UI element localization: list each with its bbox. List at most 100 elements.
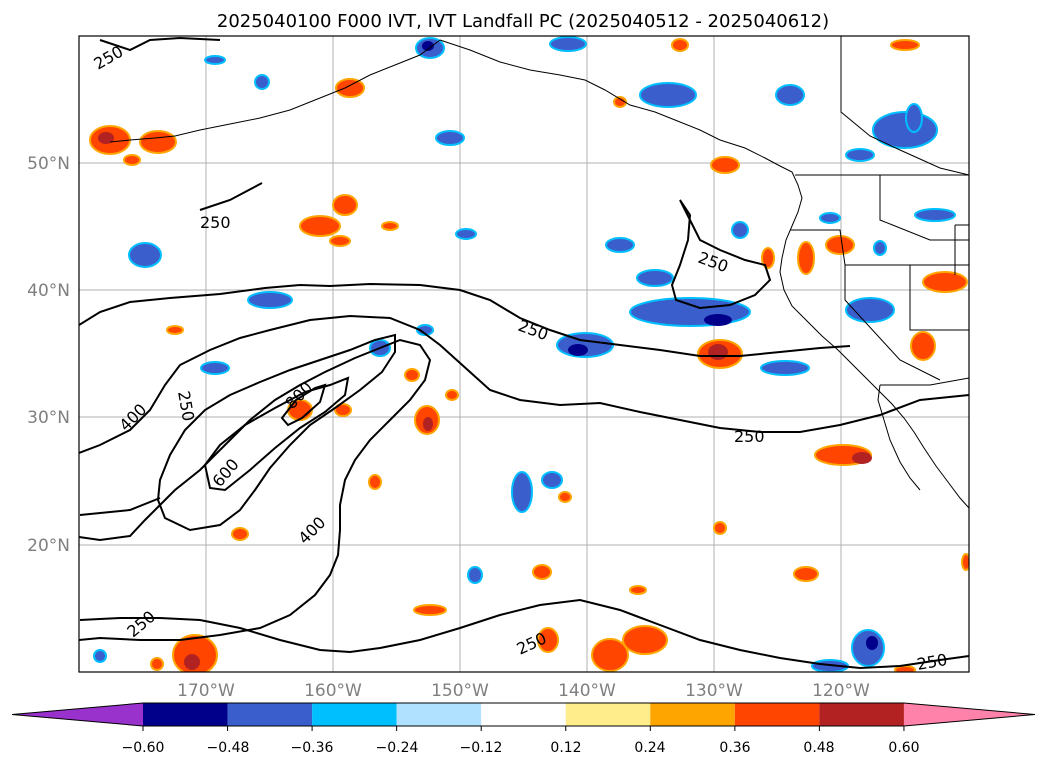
patch-positive-core (708, 344, 728, 360)
patch-negative (775, 84, 805, 106)
patch-positive (825, 235, 855, 255)
colorbar-tick-label: 0.48 (803, 740, 834, 756)
contour-label-250: 250 (734, 427, 765, 446)
patch-positive (890, 39, 920, 51)
contour-line-800 (280, 383, 327, 427)
colorbar-segment (227, 703, 313, 726)
colorbar-segment (650, 703, 735, 726)
colorbar-segment (734, 703, 820, 726)
ivt-contours (79, 36, 969, 670)
patch-negative (845, 297, 895, 323)
lon-label: 130°W (685, 681, 743, 701)
lon-labels: 170°W 160°W 150°W 140°W 130°W 120°W (177, 681, 870, 701)
north-america-coast (439, 39, 969, 509)
patch-positive (334, 403, 352, 417)
patch-negative (93, 649, 107, 663)
patch-positive (613, 96, 627, 108)
patch-positive-core (98, 132, 114, 144)
aleutians (109, 39, 441, 143)
contour-line-250-loop-east (670, 199, 772, 310)
patch-positive (404, 368, 420, 382)
lat-labels: 50°N 40°N 30°N 20°N (27, 154, 70, 556)
baja-peninsula (877, 384, 921, 491)
contour-line-250-north-edge (99, 36, 221, 52)
patch-positive-core (423, 417, 433, 431)
lat-label: 50°N (27, 154, 70, 174)
colorbar-tick-label: −0.60 (122, 740, 165, 756)
patch-negative (467, 566, 483, 584)
patch-positive (123, 154, 141, 166)
contour-line-250-south (79, 598, 969, 670)
lon-label: 170°W (177, 681, 235, 701)
contour-line-250-north-pac (199, 182, 263, 211)
patch-negative (760, 360, 810, 376)
state-border (879, 175, 969, 241)
colorbar-tick-label: −0.48 (207, 740, 250, 756)
patch-negative (549, 36, 587, 52)
patch-positive (761, 247, 775, 269)
patch-positive (910, 331, 936, 361)
patch-positive (368, 474, 382, 490)
patch-negative (914, 208, 956, 222)
patch-positive (537, 627, 559, 653)
patch-negative (873, 240, 887, 256)
patch-negative (455, 228, 477, 240)
patch-negative (639, 82, 697, 108)
patch-negative (872, 111, 938, 149)
patch-negative (731, 221, 749, 239)
patch-positive (166, 325, 184, 335)
colorbar-tick-label: −0.12 (460, 740, 503, 756)
colorbar-segment (819, 703, 904, 726)
patch-negative (200, 361, 230, 375)
patch-positive (299, 215, 341, 237)
colorbar (11, 702, 1036, 731)
lon-label: 160°W (304, 681, 362, 701)
contour-line-250-west (79, 497, 161, 516)
colorbar-extend-max (903, 703, 1035, 726)
contour-line-600 (203, 376, 350, 492)
patch-positive (894, 665, 916, 672)
patch-positive (622, 625, 668, 655)
colorbar-segment (143, 703, 228, 726)
patch-negative (605, 237, 635, 253)
contour-label-250: 250 (200, 213, 231, 232)
colorbar-ticks: −0.60 −0.48 −0.36 −0.24 −0.12 0.12 0.24 … (122, 740, 920, 756)
colorbar-segment (481, 703, 566, 726)
contour-line-250-north (79, 282, 851, 357)
patch-negative (435, 130, 465, 146)
coastlines (109, 36, 969, 509)
colorbar-tick-label: −0.24 (376, 740, 419, 756)
contour-line-400 (156, 333, 396, 532)
patch-positive (231, 527, 249, 541)
patch-negative (541, 471, 563, 489)
map-frame (78, 35, 970, 673)
patch-positive-core (852, 452, 872, 464)
colorbar-segment (312, 703, 397, 726)
patch-positive (335, 78, 365, 98)
map-title: 2025040100 F000 IVT, IVT Landfall PC (20… (217, 11, 829, 32)
lon-label: 150°W (431, 681, 489, 701)
patch-positive (413, 604, 447, 616)
contour-line-250-mid (79, 314, 969, 454)
patch-negative (416, 324, 434, 336)
patch-positive (713, 521, 727, 535)
lat-label: 40°N (27, 281, 70, 301)
patch-positive (332, 194, 358, 216)
state-border (844, 265, 941, 381)
patch-positive (961, 553, 969, 571)
patch-positive (591, 638, 629, 672)
patch-negative (905, 103, 923, 133)
colorbar-extend-min (12, 703, 143, 726)
colorbar-segment (565, 703, 651, 726)
canada-border-north (840, 36, 969, 176)
patch-positive (922, 271, 968, 293)
patch-positive-core (184, 654, 200, 670)
map-background (79, 36, 969, 672)
patch-negative (819, 212, 841, 224)
patch-negative (629, 297, 751, 327)
patch-positive (671, 38, 689, 52)
patch-negative (511, 471, 533, 513)
patch-negative-core (568, 344, 588, 356)
